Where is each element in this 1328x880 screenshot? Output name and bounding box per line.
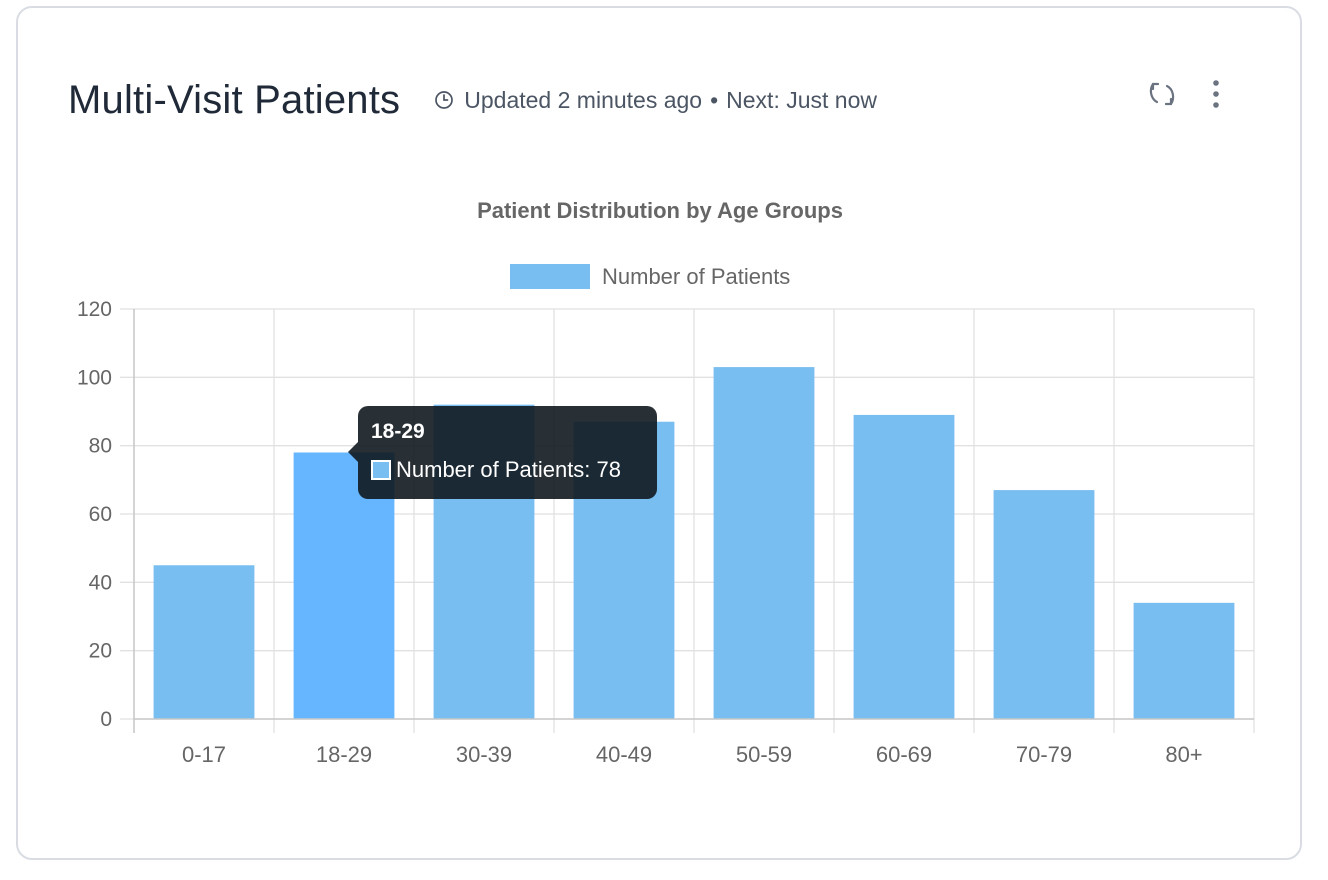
y-tick-label: 120 (77, 298, 112, 321)
x-tick-label: 50-59 (736, 742, 792, 767)
refresh-icon (1149, 82, 1175, 106)
clock-icon (435, 91, 454, 109)
next-refresh-text: Next: Just now (726, 86, 877, 113)
x-tick-label: 30-39 (456, 742, 512, 767)
y-tick-label: 100 (77, 366, 112, 389)
x-tick-label: 60-69 (876, 742, 932, 767)
x-tick-label: 18-29 (316, 742, 372, 767)
card-header: Multi-Visit Patients Updated 2 minutes a… (68, 70, 877, 130)
tooltip-title: 18-29 (371, 420, 425, 443)
bar-70-79[interactable] (993, 490, 1095, 719)
x-tick-label: 40-49 (596, 742, 652, 767)
chart-bars (153, 367, 1235, 719)
tooltip-label: Number of Patients: 78 (396, 457, 622, 482)
card-title: Multi-Visit Patients (68, 77, 401, 122)
update-status: Updated 2 minutes ago • Next: Just now (434, 87, 877, 114)
tooltip-row: Number of Patients: 78 (371, 457, 645, 483)
legend-label: Number of Patients (602, 264, 790, 289)
bar-80+[interactable] (1133, 602, 1235, 719)
y-tick-label: 20 (89, 640, 112, 663)
status-separator: • (710, 86, 719, 113)
x-tick-label: 0-17 (182, 742, 226, 767)
y-tick-label: 0 (100, 708, 112, 731)
y-tick-label: 80 (89, 435, 112, 458)
updated-text: Updated 2 minutes ago (464, 86, 703, 113)
chart-axes: 0 20 40 60 80 100 120 0-17 18-29 30-39 40-49 50-59 6… (77, 298, 1254, 767)
legend-swatch (510, 264, 590, 289)
y-tick-label: 60 (89, 503, 112, 526)
more-vertical-icon (1213, 80, 1219, 108)
refresh-button[interactable] (1142, 74, 1182, 114)
y-tick-label: 40 (89, 571, 112, 594)
bar-0-17[interactable] (153, 565, 255, 719)
chart-title: Patient Distribution by Age Groups (477, 198, 843, 223)
bar-60-69[interactable] (853, 414, 955, 719)
chart-tooltip: 18-29 Number of Patients: 78 (348, 406, 657, 499)
bar-50-59[interactable] (713, 367, 815, 719)
chart-legend[interactable]: Number of Patients (510, 264, 790, 289)
tooltip-swatch (371, 460, 391, 480)
header-actions (1128, 74, 1236, 114)
more-options-button[interactable] (1196, 74, 1236, 114)
x-tick-label: 80+ (1165, 742, 1202, 767)
x-tick-label: 70-79 (1016, 742, 1072, 767)
